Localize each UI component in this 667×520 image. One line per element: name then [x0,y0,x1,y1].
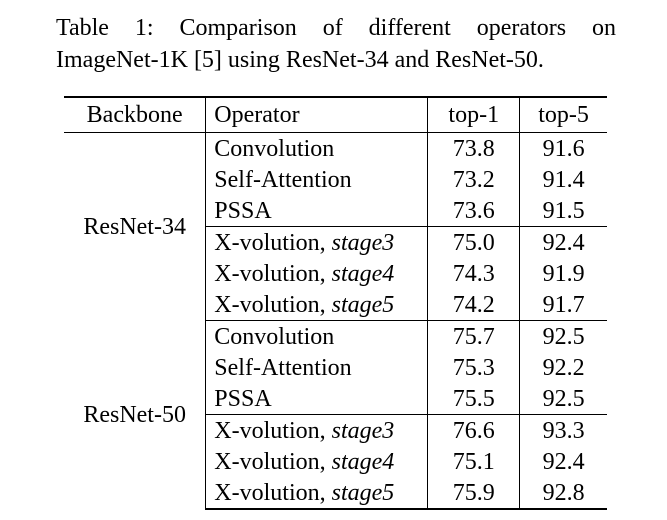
operator-cell: X-volution, stage3 [205,414,429,446]
backbone-cell: ResNet-34 [64,132,207,321]
operator-name: PSSA [214,385,272,412]
table-row: X-volution, stage3 75.0 92.4 [64,226,607,258]
operator-name: Self-Attention [214,166,352,193]
operator-cell: Convolution [205,132,429,164]
top1-cell: 75.0 [427,226,521,258]
header-backbone: Backbone [64,96,207,133]
operator-cell: X-volution, stage4 [205,446,429,477]
top5-cell: 91.5 [542,197,585,224]
top5-cell: 91.4 [542,166,585,193]
top5-cell: 93.3 [519,414,607,446]
table-row: ResNet-34 Convolution 73.8 91.6 [64,132,607,321]
operator-cell: Self-Attention [205,164,429,195]
top1-cell: 74.2 [427,289,521,321]
operator-cell: X-volution, stage4 [205,258,429,289]
top5-cell: 91.6 [542,135,585,162]
header-operator: Operator [205,96,429,133]
table-row: X-volution, stage4 74.3 91.9 [64,258,607,289]
caption-line-1: Table 1: Comparison of different operato… [56,15,616,41]
top1-cell: 76.6 [427,414,521,446]
operator-cell: X-volution, stage3 [205,226,429,258]
top5-cell: 92.8 [519,477,607,510]
top1-cell: 73.8 [427,132,521,164]
operator-cell: X-volution, stage5 [205,477,429,510]
caption-line-2: ImageNet-1K [5] using ResNet-34 and ResN… [56,47,544,73]
operator-name: Self-Attention [214,354,352,381]
top5-cell: 92.5 [542,323,585,350]
table-row: ResNet-50 Convolution 75.7 92.5 [64,320,607,509]
operator-stage: stage4 [331,260,395,287]
group-resnet34: ResNet-34 Convolution 73.8 91.6 Self-Attenti… [64,132,607,321]
operator-cell: Self-Attention [205,352,429,383]
operator-name: PSSA [214,197,272,224]
results-table: Backbone Operator top-1 top-5 ResNet-34 C… [64,96,607,510]
table-row: Self-Attention 75.3 92.2 [64,352,607,383]
operator-stage: stage5 [331,479,395,506]
operator-name: X-volution, [214,479,332,506]
operator-stage: stage4 [331,448,395,475]
table-row: X-volution, stage5 75.9 92.8 [64,477,607,510]
top1-cell: 75.9 [427,477,521,510]
top1-cell: 75.5 [427,383,521,415]
top5-cell: 92.4 [519,226,607,258]
top5-cell: 91.9 [542,260,585,287]
top1-cell: 75.3 [427,352,521,383]
top1-cell: 74.3 [427,258,521,289]
group-resnet50: ResNet-50 Convolution 75.7 92.5 Self-Attenti… [64,320,607,510]
table-row: X-volution, stage3 76.6 93.3 [64,414,607,446]
operator-name: Convolution [214,135,335,162]
top1-cell: 73.2 [427,164,521,195]
top5-cell: 91.7 [519,289,607,321]
operator-name: X-volution, [214,260,332,287]
operator-cell: X-volution, stage5 [205,289,429,321]
operator-name: X-volution, [214,448,332,475]
operator-name: Convolution [214,323,335,350]
table-row: X-volution, stage4 75.1 92.4 [64,446,607,477]
operator-stage: stage5 [331,291,395,318]
top1-cell: 75.7 [427,320,521,352]
operator-cell: PSSA [205,383,429,415]
table-row: Self-Attention 73.2 91.4 [64,164,607,195]
header-top5: top-5 [519,96,607,133]
top5-cell: 92.2 [542,354,585,381]
header-top1: top-1 [427,96,521,133]
operator-name: X-volution, [214,229,332,256]
operator-stage: stage3 [331,229,395,256]
top5-cell: 92.5 [542,385,585,412]
operator-cell: PSSA [205,195,429,227]
operator-stage: stage3 [331,417,395,444]
top1-cell: 75.1 [427,446,521,477]
table-row: X-volution, stage5 74.2 91.7 [64,289,607,321]
operator-cell: Convolution [205,320,429,352]
header-row: Backbone Operator top-1 top-5 [64,96,607,133]
top1-cell: 73.6 [427,195,521,227]
backbone-cell: ResNet-50 [64,320,207,509]
operator-name: X-volution, [214,291,332,318]
top5-cell: 92.4 [542,448,585,475]
table-row: PSSA 73.6 91.5 [64,195,607,227]
operator-name: X-volution, [214,417,332,444]
table-row: PSSA 75.5 92.5 [64,383,607,415]
table-caption: Table 1: Comparison of different operato… [56,12,616,76]
